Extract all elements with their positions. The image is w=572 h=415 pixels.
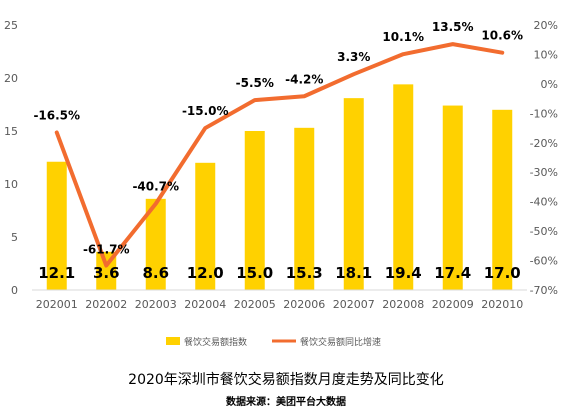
bar-value-label: 15.3 [286,264,323,282]
growth-value-label: 10.6% [481,29,523,43]
bar [492,109,513,290]
legend-swatch-bar [166,337,180,345]
bar-value-label: 17.0 [484,264,521,282]
bar [244,131,265,290]
bar-value-label: 18.1 [335,264,372,282]
x-axis-tick-label: 202004 [184,298,226,311]
growth-value-label: -61.7% [83,243,130,257]
x-axis-tick-label: 202006 [283,298,325,311]
growth-line [54,42,505,268]
right-axis-tick-label: -40% [530,196,558,209]
growth-value-label: -4.2% [285,72,323,86]
growth-value-label: 13.5% [432,20,474,34]
right-axis-tick-label: -10% [530,107,558,120]
x-axis-tick-label: 202001 [36,298,78,311]
x-axis: 202001 202002 202003 202004 202005 202006 2020… [32,289,527,311]
bar [46,161,67,290]
growth-value-label: 10.1% [382,30,424,44]
right-axis-tick-label: 20% [534,19,558,32]
left-axis-tick-label: 20 [4,72,18,85]
bar-value-label: 3.6 [93,264,120,282]
left-axis-tick-label: 25 [4,19,18,32]
left-axis-tick-label: 10 [4,178,18,191]
left-axis-tick-label: 0 [11,284,18,297]
chart-title: 2020年深圳市餐饮交易额指数月度走势及同比变化 [128,372,444,388]
x-axis-tick-label: 202009 [432,298,474,311]
bar-value-label: 8.6 [142,264,169,282]
left-axis-tick-label: 5 [11,231,18,244]
growth-value-label: -15.0% [182,104,229,118]
bar [195,162,216,290]
chart: 0 5 10 15 20 25 -70% -60% -50% -40% -30% -20% -10% 0… [4,19,558,348]
bar-value-label: 15.0 [236,264,273,282]
bar-labels: 12.1 3.6 8.6 12.0 15.0 15.3 18.1 19.4 17.4 17.0 [38,264,521,282]
bar [294,127,315,290]
bar-value-label: 12.0 [187,264,224,282]
right-axis-tick-label: -60% [530,255,558,268]
bar [145,198,166,290]
bar [393,84,414,290]
right-axis-tick-label: 0% [541,78,558,91]
right-axis: -70% -60% -50% -40% -30% -20% -10% 0% 10% 20% [530,19,558,297]
growth-value-label: -5.5% [236,76,274,90]
legend-label-line: 餐饮交易额同比增速 [300,336,381,348]
data-source: 数据来源：美团平台大数据 [226,397,346,408]
growth-line-path [54,42,505,268]
x-axis-tick-label: 202008 [382,298,424,311]
pct-labels: -16.5% -61.7% -40.7% -15.0% -5.5% -4.2% 3.3% 10… [33,20,523,256]
x-axis-tick-label: 202003 [135,298,177,311]
x-axis-tick-label: 202005 [234,298,276,311]
left-axis-tick-label: 15 [4,125,18,138]
legend-label-bar: 餐饮交易额指数 [184,336,247,348]
x-axis-tick-label: 202002 [85,298,127,311]
right-axis-tick-label: -70% [530,284,558,297]
x-axis-tick-label: 202007 [333,298,375,311]
right-axis-tick-label: -20% [530,137,558,150]
bar [442,105,463,290]
right-axis-tick-label: 10% [534,48,558,61]
legend: 餐饮交易额指数 餐饮交易额同比增速 [166,336,381,348]
growth-value-label: -40.7% [132,180,179,194]
bar [343,98,364,290]
bar-value-label: 17.4 [434,264,471,282]
left-axis: 0 5 10 15 20 25 [4,19,18,297]
bar-value-label: 19.4 [385,264,422,282]
growth-value-label: -16.5% [33,108,80,122]
right-axis-tick-label: -30% [530,166,558,179]
bars [46,84,513,290]
bar-value-label: 12.1 [38,264,75,282]
x-axis-tick-label: 202010 [481,298,523,311]
growth-value-label: 3.3% [337,50,370,64]
right-axis-tick-label: -50% [530,225,558,238]
